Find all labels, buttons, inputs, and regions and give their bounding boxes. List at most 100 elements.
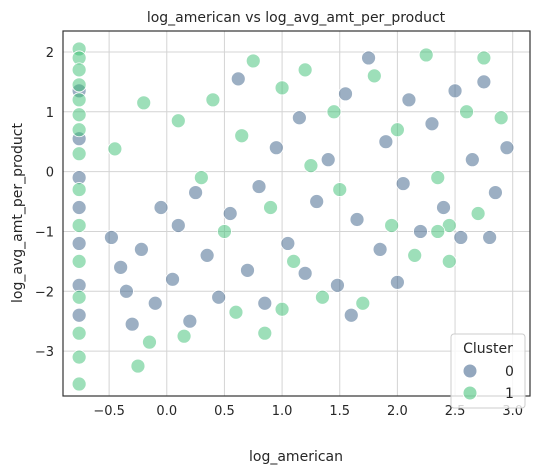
y-axis-label: log_avg_amt_per_product xyxy=(10,123,26,303)
data-point-cluster-1 xyxy=(71,325,87,341)
data-point-cluster-1 xyxy=(71,62,87,78)
data-point-cluster-1 xyxy=(430,224,446,239)
data-point-cluster-1 xyxy=(418,47,434,63)
data-point-cluster-0 xyxy=(447,83,463,99)
data-point-cluster-1 xyxy=(71,218,87,233)
data-point-cluster-0 xyxy=(424,116,440,132)
data-point-cluster-1 xyxy=(71,253,87,269)
data-point-cluster-0 xyxy=(71,307,87,323)
data-point-cluster-0 xyxy=(291,110,307,126)
data-point-cluster-0 xyxy=(372,242,388,257)
data-point-cluster-0 xyxy=(349,212,365,227)
data-point-cluster-0 xyxy=(309,194,325,209)
data-point-cluster-1 xyxy=(407,247,423,263)
data-point-cluster-1 xyxy=(228,304,244,320)
data-point-cluster-1 xyxy=(332,182,348,197)
data-point-cluster-0 xyxy=(104,230,119,245)
data-point-cluster-0 xyxy=(297,265,313,281)
data-point-cluster-1 xyxy=(257,325,273,341)
series-cluster-1 xyxy=(71,41,509,392)
data-point-cluster-0 xyxy=(453,230,469,245)
data-point-cluster-1 xyxy=(142,334,157,350)
data-point-cluster-0 xyxy=(436,200,451,215)
data-point-cluster-0 xyxy=(338,86,353,102)
data-point-cluster-0 xyxy=(134,242,149,257)
legend-marker-cluster-1 xyxy=(462,385,478,401)
data-point-cluster-1 xyxy=(217,224,232,239)
data-point-cluster-1 xyxy=(493,110,509,126)
x-tick-label: 0.0 xyxy=(156,404,177,419)
data-point-cluster-1 xyxy=(366,68,382,84)
data-point-cluster-1 xyxy=(441,218,457,233)
data-point-cluster-1 xyxy=(176,328,192,344)
data-point-cluster-1 xyxy=(71,107,87,123)
data-point-cluster-0 xyxy=(113,259,129,275)
data-point-cluster-1 xyxy=(71,77,87,93)
data-point-cluster-0 xyxy=(401,92,417,108)
legend: Cluster 0 1 xyxy=(450,333,526,409)
data-point-cluster-0 xyxy=(182,313,198,329)
data-point-cluster-0 xyxy=(488,185,503,200)
legend-title: Cluster xyxy=(463,341,513,357)
data-point-cluster-0 xyxy=(170,218,186,233)
data-point-cluster-1 xyxy=(303,158,319,174)
chart-title: log_american vs log_avg_amt_per_product xyxy=(147,10,446,26)
x-tick-label: 1.0 xyxy=(272,404,293,419)
y-axis-ticks: −3 −2 −1 0 1 2 xyxy=(35,46,54,360)
data-point-cluster-0 xyxy=(378,134,394,150)
data-point-cluster-0 xyxy=(188,185,204,200)
data-point-cluster-1 xyxy=(263,200,278,215)
data-point-cluster-1 xyxy=(136,95,152,111)
data-point-cluster-1 xyxy=(384,218,400,233)
series-cluster-0 xyxy=(71,50,515,332)
plot-frame xyxy=(62,30,531,397)
data-point-cluster-0 xyxy=(464,152,480,168)
data-point-cluster-0 xyxy=(153,200,169,215)
data-point-cluster-0 xyxy=(413,224,428,239)
data-point-cluster-1 xyxy=(459,104,474,120)
data-point-cluster-0 xyxy=(71,200,87,215)
data-point-cluster-1 xyxy=(470,206,486,221)
data-point-cluster-1 xyxy=(389,122,405,138)
data-point-cluster-0 xyxy=(147,295,163,311)
data-point-cluster-1 xyxy=(71,289,87,305)
data-point-cluster-1 xyxy=(441,253,457,269)
data-point-cluster-0 xyxy=(230,71,246,87)
data-point-cluster-1 xyxy=(234,128,250,144)
data-point-cluster-1 xyxy=(130,358,146,374)
x-tick-label: 2.0 xyxy=(387,404,408,419)
data-point-cluster-0 xyxy=(119,283,134,299)
legend-label-cluster-0: 0 xyxy=(505,364,514,380)
data-point-cluster-1 xyxy=(297,62,313,78)
data-point-cluster-1 xyxy=(315,289,330,305)
data-point-cluster-0 xyxy=(389,274,405,290)
y-tick-label: 2 xyxy=(46,46,54,61)
data-point-cluster-1 xyxy=(71,376,87,392)
data-point-cluster-1 xyxy=(193,170,209,185)
data-point-cluster-1 xyxy=(71,349,87,365)
legend-marker-cluster-0 xyxy=(462,363,478,379)
y-tick-label: −3 xyxy=(35,345,54,360)
data-point-cluster-1 xyxy=(355,295,371,311)
y-tick-label: −2 xyxy=(35,285,54,300)
data-point-cluster-0 xyxy=(257,295,273,311)
data-point-cluster-0 xyxy=(482,230,498,245)
data-point-cluster-0 xyxy=(240,262,255,278)
data-point-cluster-1 xyxy=(286,253,302,269)
x-axis-ticks: −0.5 0.0 0.5 1.0 1.5 2.0 2.5 3.0 xyxy=(93,404,523,419)
data-point-cluster-1 xyxy=(205,92,221,108)
data-point-cluster-0 xyxy=(165,271,180,287)
data-point-cluster-0 xyxy=(124,316,140,332)
data-point-cluster-0 xyxy=(476,74,492,90)
x-tick-label: −0.5 xyxy=(93,404,125,419)
data-point-cluster-0 xyxy=(251,179,267,194)
data-point-cluster-1 xyxy=(274,80,290,96)
x-tick-label: 0.5 xyxy=(214,404,235,419)
data-point-cluster-1 xyxy=(170,113,186,129)
data-point-cluster-1 xyxy=(71,182,87,197)
data-point-cluster-0 xyxy=(361,50,376,66)
x-axis-label: log_american xyxy=(249,449,343,465)
data-point-cluster-1 xyxy=(274,301,290,317)
data-point-cluster-0 xyxy=(268,140,284,156)
